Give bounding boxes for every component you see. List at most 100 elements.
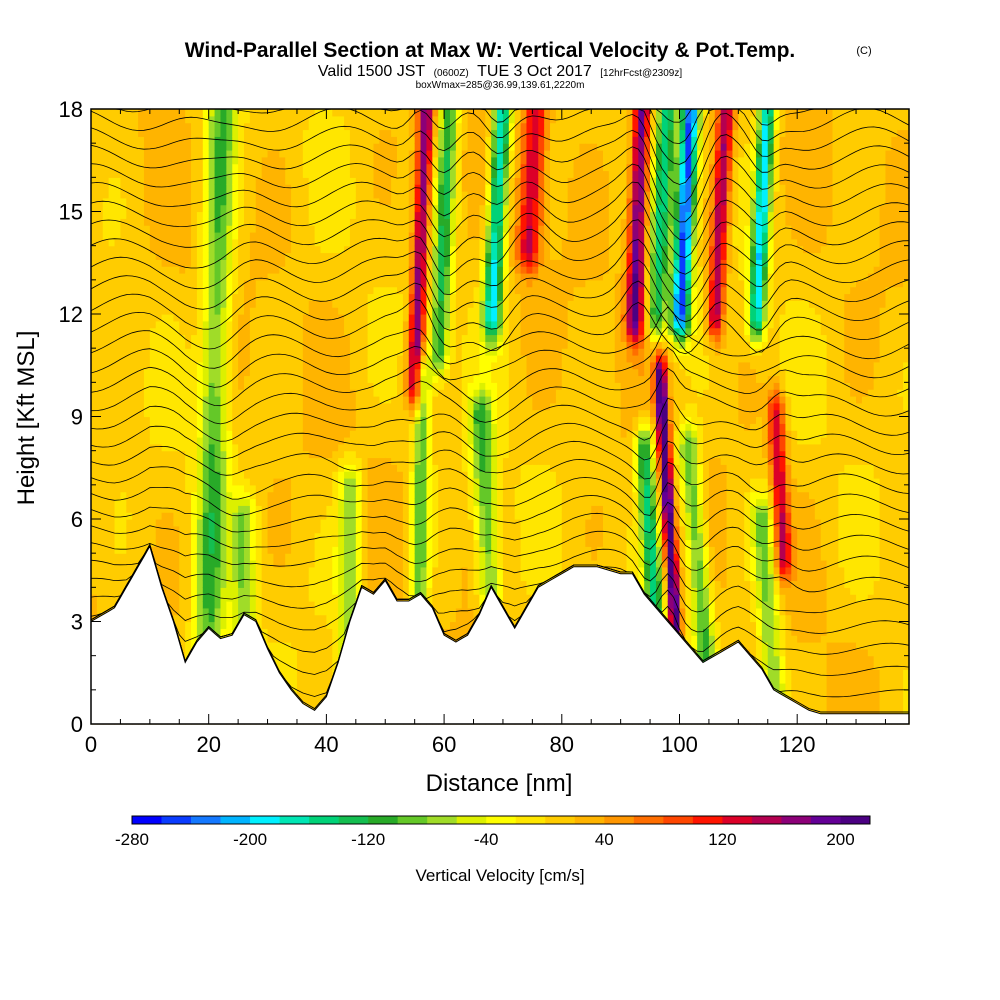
velocity-cell	[149, 191, 157, 199]
velocity-cell	[167, 273, 174, 281]
velocity-cell	[96, 430, 104, 438]
velocity-cell	[214, 163, 222, 172]
velocity-cell	[255, 129, 263, 137]
velocity-cell	[232, 546, 239, 554]
velocity-cell	[302, 314, 310, 322]
velocity-cell	[408, 109, 416, 117]
velocity-cell	[391, 232, 398, 240]
velocity-cell	[338, 232, 345, 240]
velocity-cell	[191, 348, 198, 356]
velocity-cell	[185, 252, 192, 260]
velocity-cell	[314, 498, 322, 506]
velocity-cell	[249, 471, 257, 479]
velocity-cell	[91, 129, 98, 137]
velocity-cell	[355, 348, 363, 356]
velocity-cell	[161, 580, 169, 588]
velocity-cell	[326, 491, 333, 500]
velocity-cell	[226, 484, 233, 493]
velocity-cell	[108, 484, 116, 493]
velocity-cell	[338, 635, 345, 643]
velocity-cell	[349, 136, 357, 144]
velocity-cell	[244, 532, 251, 541]
velocity-cell	[402, 184, 410, 192]
velocity-cell	[91, 232, 98, 240]
velocity-cell	[96, 361, 104, 370]
velocity-cell	[126, 484, 133, 493]
velocity-cell	[91, 273, 98, 281]
velocity-cell	[91, 573, 98, 582]
velocity-cell	[143, 122, 151, 131]
velocity-cell	[108, 525, 116, 534]
velocity-cell	[397, 211, 404, 219]
velocity-cell	[279, 368, 286, 377]
velocity-cell	[314, 156, 322, 165]
velocity-cell	[214, 293, 222, 301]
velocity-cell	[267, 464, 275, 472]
velocity-cell	[320, 648, 327, 657]
velocity-cell	[167, 450, 174, 459]
velocity-cell	[397, 238, 404, 247]
velocity-cell	[244, 211, 251, 219]
velocity-cell	[355, 443, 363, 452]
velocity-cell	[179, 464, 186, 472]
velocity-cell	[226, 546, 233, 554]
velocity-cell	[291, 573, 298, 582]
velocity-cell	[302, 191, 310, 199]
velocity-cell	[208, 546, 216, 554]
velocity-cell	[149, 320, 157, 329]
velocity-cell	[185, 314, 192, 322]
velocity-cell	[179, 594, 186, 602]
subtitle-valid: Valid 1500 JST	[318, 63, 426, 80]
velocity-cell	[349, 348, 357, 356]
velocity-cell	[385, 334, 392, 342]
velocity-cell	[308, 662, 316, 670]
velocity-cell	[143, 109, 151, 117]
velocity-cell	[149, 450, 157, 459]
velocity-cell	[302, 327, 310, 336]
velocity-cell	[202, 225, 210, 233]
velocity-cell	[267, 519, 275, 527]
velocity-cell	[220, 184, 227, 192]
velocity-cell	[191, 204, 198, 213]
velocity-cell	[308, 197, 316, 206]
velocity-cell	[196, 560, 204, 568]
velocity-cell	[397, 594, 404, 602]
velocity-cell	[296, 580, 304, 588]
velocity-cell	[114, 519, 122, 527]
velocity-cell	[161, 307, 169, 315]
velocity-cell	[314, 443, 322, 452]
velocity-cell	[402, 259, 410, 267]
velocity-cell	[344, 594, 351, 602]
velocity-cell	[238, 136, 245, 144]
velocity-cell	[338, 423, 345, 431]
velocity-cell	[138, 197, 145, 206]
velocity-cell	[291, 580, 298, 588]
velocity-cell	[179, 252, 186, 260]
velocity-cell	[202, 252, 210, 260]
velocity-cell	[191, 430, 198, 438]
velocity-cell	[326, 245, 333, 254]
velocity-cell	[143, 539, 151, 547]
velocity-cell	[314, 539, 322, 547]
velocity-cell	[355, 573, 363, 582]
velocity-cell	[226, 334, 233, 342]
velocity-cell	[273, 211, 280, 219]
velocity-cell	[349, 177, 357, 185]
velocity-cell	[308, 279, 316, 288]
velocity-cell	[314, 560, 322, 568]
velocity-cell	[291, 368, 298, 377]
velocity-cell	[91, 170, 98, 178]
velocity-cell	[108, 519, 116, 527]
velocity-cell	[267, 635, 275, 643]
velocity-cell	[402, 409, 410, 418]
velocity-cell	[267, 430, 275, 438]
chart-title-tag: (C)	[856, 45, 871, 57]
velocity-cell	[149, 122, 157, 131]
velocity-cell	[126, 129, 133, 137]
velocity-cell	[91, 594, 98, 602]
velocity-cell	[296, 150, 304, 158]
velocity-cell	[173, 238, 180, 247]
velocity-cell	[202, 279, 210, 288]
velocity-cell	[196, 566, 204, 575]
velocity-cell	[226, 423, 233, 431]
